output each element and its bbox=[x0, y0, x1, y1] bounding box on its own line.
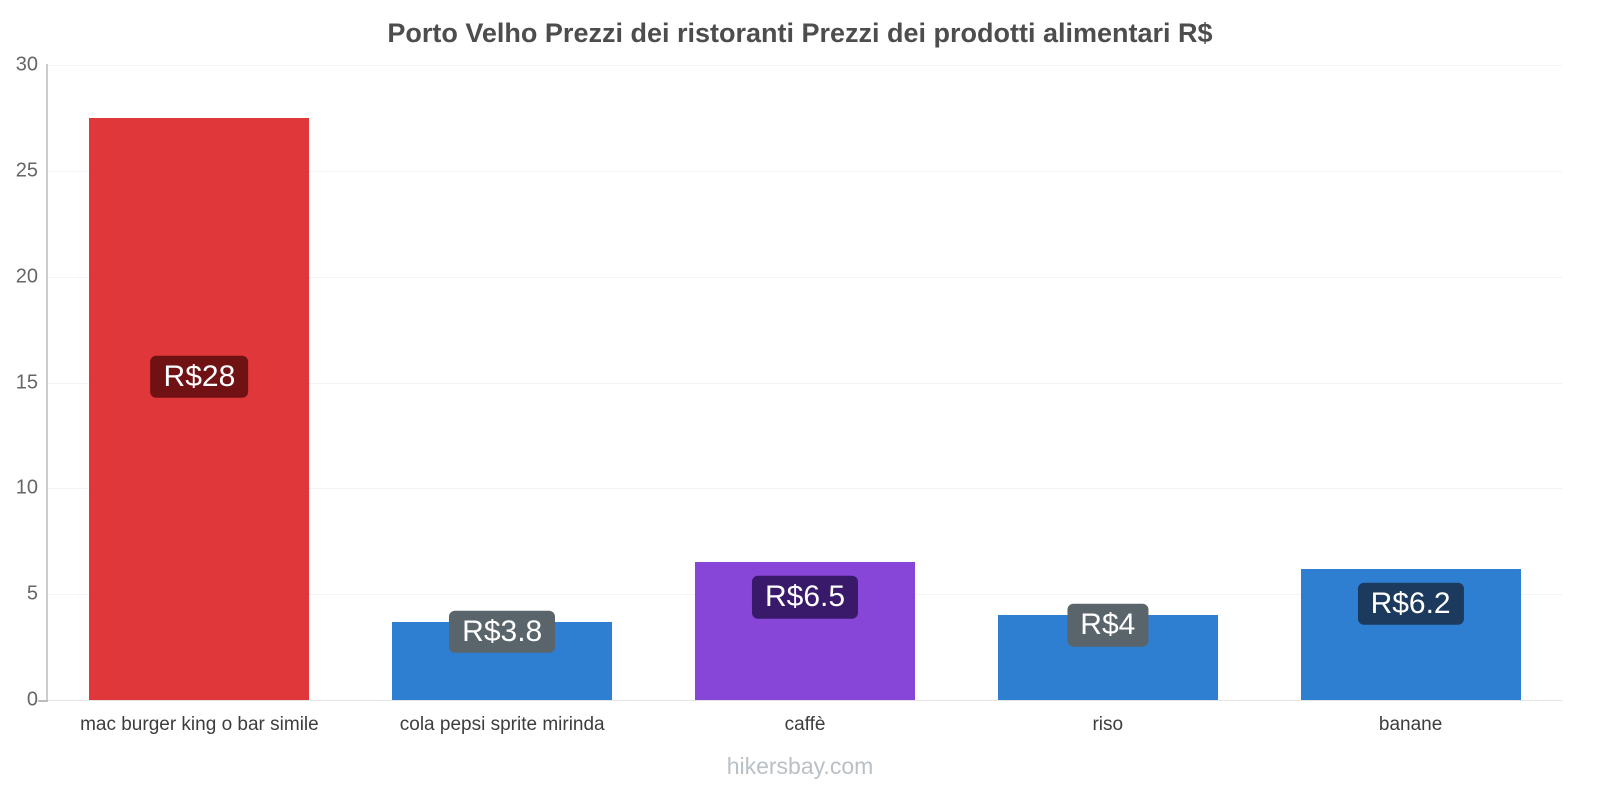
category-label: banane bbox=[1378, 714, 1443, 735]
y-tick-label: 15 bbox=[15, 371, 38, 393]
gridline bbox=[48, 65, 1562, 66]
bar-value-label: R$4 bbox=[1067, 604, 1149, 647]
gridline bbox=[48, 170, 1562, 172]
y-tick-label: 25 bbox=[15, 159, 38, 182]
y-tick-label: 5 bbox=[26, 582, 38, 605]
category-label: mac burger king o bar simile bbox=[80, 714, 319, 735]
y-tick-label: 30 bbox=[15, 53, 38, 76]
y-axis-line bbox=[46, 64, 48, 701]
category-label: riso bbox=[1092, 714, 1124, 735]
bar-value-label: R$6.2 bbox=[1357, 582, 1464, 626]
zero-tick-mark bbox=[38, 700, 48, 702]
watermark-text: hikersbay.com bbox=[726, 753, 874, 779]
bar-value-label: R$3.8 bbox=[449, 610, 556, 653]
gridline bbox=[48, 488, 1562, 490]
chart-title: Porto Velho Prezzi dei ristoranti Prezzi… bbox=[387, 18, 1213, 48]
bar-value-label: R$28 bbox=[150, 355, 249, 399]
y-tick-label: 10 bbox=[15, 476, 38, 499]
gridline bbox=[48, 276, 1562, 278]
y-tick-label: 20 bbox=[15, 265, 38, 288]
y-tick-label: 0 bbox=[26, 688, 38, 711]
x-axis-baseline bbox=[46, 700, 1562, 701]
bar-1 bbox=[89, 117, 310, 700]
bar-value-label: R$6.5 bbox=[751, 576, 859, 619]
gridline bbox=[48, 382, 1562, 384]
category-label: caffè bbox=[784, 714, 826, 735]
category-label: cola pepsi sprite mirinda bbox=[399, 714, 605, 735]
